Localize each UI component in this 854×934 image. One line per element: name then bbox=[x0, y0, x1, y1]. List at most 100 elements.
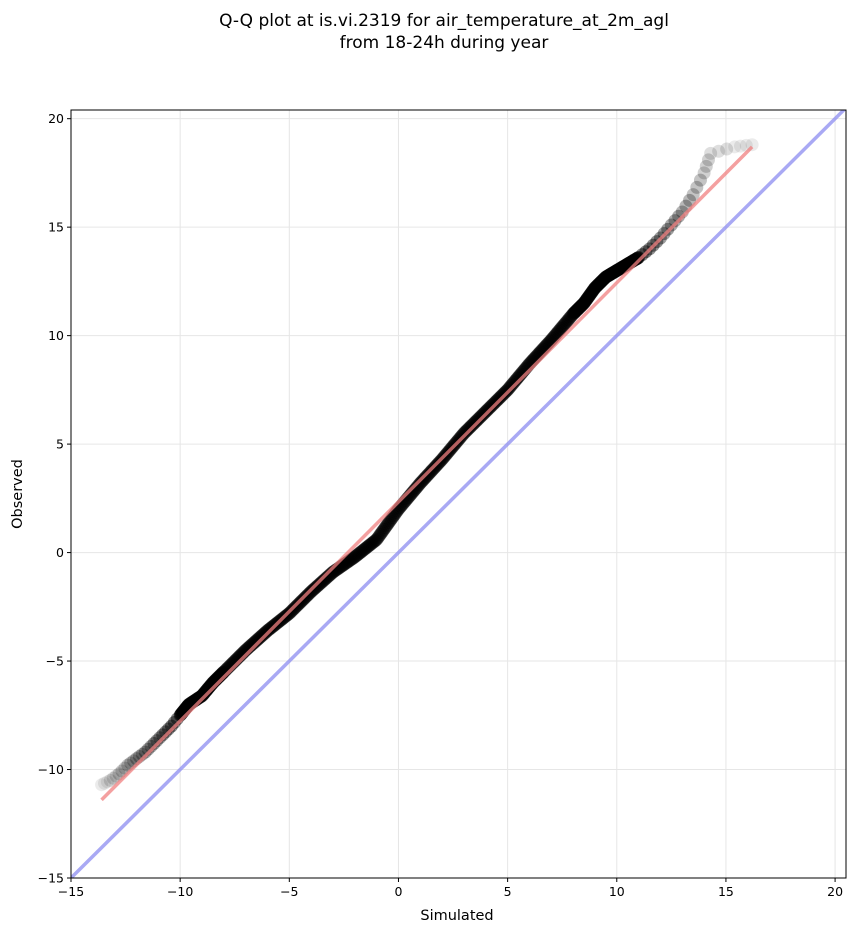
quantile-point bbox=[153, 731, 167, 745]
quantile-point bbox=[355, 544, 369, 558]
quantile-point bbox=[351, 547, 365, 561]
quantile-point bbox=[595, 274, 609, 288]
quantile-point bbox=[374, 526, 388, 540]
quantile-point bbox=[572, 302, 586, 316]
quantile-point bbox=[504, 379, 518, 393]
plot-frame bbox=[70, 109, 847, 879]
quantile-point bbox=[613, 261, 627, 275]
grid-lines bbox=[71, 110, 846, 878]
quantile-point bbox=[361, 539, 375, 553]
quantile-point bbox=[478, 406, 492, 420]
quantile-point bbox=[458, 425, 472, 439]
quantile-point bbox=[162, 722, 176, 736]
y-tick-label: 0 bbox=[56, 545, 64, 560]
quantile-point bbox=[581, 290, 595, 304]
quantile-point bbox=[150, 734, 164, 748]
quantile-point bbox=[572, 301, 586, 315]
quantile-point bbox=[712, 144, 726, 158]
quantile-point bbox=[615, 261, 629, 275]
quantile-point bbox=[365, 536, 379, 550]
quantile-point bbox=[505, 377, 519, 391]
quantile-point bbox=[616, 260, 630, 274]
quantile-point bbox=[631, 251, 645, 265]
quantile-point bbox=[664, 218, 678, 232]
quantile-point bbox=[586, 283, 600, 297]
quantile-point bbox=[606, 266, 620, 280]
quantile-point bbox=[314, 576, 328, 590]
quantile-point bbox=[465, 418, 479, 432]
quantile-point bbox=[362, 538, 376, 552]
quantile-point bbox=[574, 299, 588, 313]
y-tick-label: −10 bbox=[38, 762, 64, 777]
quantile-point bbox=[607, 265, 621, 279]
quantile-point bbox=[344, 552, 358, 566]
y-axis-ticks: −15 −10 −5 0 5 10 15 20 bbox=[38, 111, 71, 886]
quantile-point bbox=[367, 534, 381, 548]
quantile-point bbox=[370, 533, 384, 547]
quantile-point bbox=[632, 251, 646, 265]
quantile-point bbox=[198, 685, 212, 699]
quantile-point bbox=[585, 285, 599, 299]
y-tick-label: −15 bbox=[38, 871, 64, 886]
quantile-point bbox=[582, 288, 596, 302]
quantile-point bbox=[463, 420, 477, 434]
quantile-point bbox=[595, 274, 609, 288]
quantile-point bbox=[690, 180, 704, 194]
quantile-point bbox=[570, 303, 584, 317]
quantile-point bbox=[582, 289, 596, 303]
quantile-point bbox=[103, 773, 117, 787]
quantile-point bbox=[475, 408, 489, 422]
quantile-point bbox=[321, 569, 335, 583]
quantile-point bbox=[720, 142, 734, 156]
quantile-point bbox=[613, 262, 627, 276]
quantile-point bbox=[474, 409, 488, 423]
quantile-point bbox=[347, 551, 361, 565]
quantile-point bbox=[606, 266, 620, 280]
quantile-point bbox=[609, 264, 623, 278]
quantile-point bbox=[316, 574, 330, 588]
quantile-point bbox=[605, 266, 619, 280]
quantile-point bbox=[548, 329, 562, 343]
y-tick-label: 5 bbox=[56, 437, 64, 452]
quantile-point bbox=[581, 291, 595, 305]
quantile-point bbox=[313, 577, 327, 591]
quantile-point bbox=[364, 537, 378, 551]
quantile-point bbox=[415, 475, 429, 489]
quantile-point bbox=[319, 572, 333, 586]
quantile-point bbox=[552, 324, 566, 338]
quantile-point bbox=[577, 296, 591, 310]
quantile-point bbox=[484, 400, 498, 414]
quantile-point bbox=[164, 719, 178, 733]
quantile-point bbox=[554, 321, 568, 335]
quantile-point bbox=[315, 575, 329, 589]
quantile-point bbox=[457, 426, 471, 440]
quantile-point bbox=[496, 388, 510, 402]
quantile-point bbox=[253, 630, 267, 644]
quantile-point bbox=[686, 188, 700, 202]
fit-line bbox=[100, 145, 754, 802]
quantile-point bbox=[490, 394, 504, 408]
quantile-point bbox=[583, 288, 597, 302]
quantile-point bbox=[382, 516, 396, 530]
quantile-point bbox=[377, 522, 391, 536]
quantile-point bbox=[610, 264, 624, 278]
quantile-point bbox=[417, 472, 431, 486]
quantile-point bbox=[603, 268, 617, 282]
quantile-point bbox=[384, 512, 398, 526]
quantile-point bbox=[487, 396, 501, 410]
quantile-point bbox=[616, 260, 630, 274]
x-tick-label: −15 bbox=[58, 884, 84, 899]
quantile-point bbox=[411, 479, 425, 493]
quantile-point bbox=[371, 531, 385, 545]
quantile-point bbox=[594, 275, 608, 289]
quantile-point bbox=[728, 140, 742, 154]
quantile-point bbox=[507, 376, 521, 390]
identity-line-layer bbox=[71, 110, 846, 878]
quantile-point bbox=[586, 284, 600, 298]
quantile-point bbox=[194, 690, 208, 704]
quantile-point bbox=[589, 280, 603, 294]
quantile-point bbox=[697, 166, 711, 180]
quantile-point bbox=[567, 306, 581, 320]
quantile-point bbox=[359, 541, 373, 555]
